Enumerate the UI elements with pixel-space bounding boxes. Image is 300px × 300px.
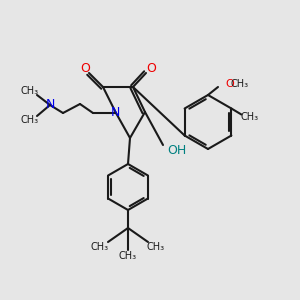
Text: O: O (146, 61, 156, 74)
Text: O: O (226, 79, 234, 89)
Text: CH₃: CH₃ (231, 79, 249, 89)
Text: CH₃: CH₃ (21, 115, 39, 125)
Text: OH: OH (167, 145, 186, 158)
Text: CH₃: CH₃ (21, 86, 39, 96)
Text: N: N (45, 98, 55, 110)
Text: CH₃: CH₃ (147, 242, 165, 252)
Text: N: N (110, 106, 120, 118)
Text: O: O (80, 61, 90, 74)
Text: CH₃: CH₃ (240, 112, 258, 122)
Text: CH₃: CH₃ (119, 251, 137, 261)
Text: CH₃: CH₃ (91, 242, 109, 252)
